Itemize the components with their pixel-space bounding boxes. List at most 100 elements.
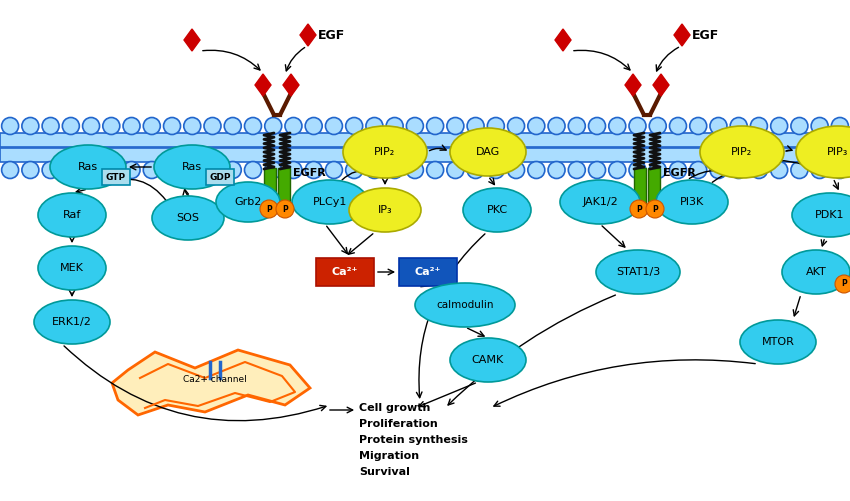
Circle shape <box>790 161 807 178</box>
Text: PIP₃: PIP₃ <box>827 147 848 157</box>
Circle shape <box>285 118 302 134</box>
Polygon shape <box>255 74 271 96</box>
Bar <box>0 148 850 162</box>
Circle shape <box>366 118 382 134</box>
Text: GDP: GDP <box>209 172 230 181</box>
Circle shape <box>811 161 828 178</box>
Circle shape <box>630 200 648 218</box>
Circle shape <box>366 161 382 178</box>
Circle shape <box>569 118 586 134</box>
Bar <box>102 169 130 185</box>
Circle shape <box>42 161 60 178</box>
Circle shape <box>689 118 706 134</box>
Circle shape <box>326 161 343 178</box>
Circle shape <box>811 118 828 134</box>
Ellipse shape <box>216 182 280 222</box>
Text: MTOR: MTOR <box>762 337 795 347</box>
Ellipse shape <box>292 180 368 224</box>
Circle shape <box>468 161 484 178</box>
Text: Proliferation: Proliferation <box>359 419 438 429</box>
Ellipse shape <box>50 145 126 189</box>
Circle shape <box>447 161 464 178</box>
Text: Protein synthesis: Protein synthesis <box>359 435 468 445</box>
Ellipse shape <box>415 283 515 327</box>
Circle shape <box>204 118 221 134</box>
Circle shape <box>62 161 79 178</box>
Circle shape <box>569 161 586 178</box>
Circle shape <box>163 161 180 178</box>
Circle shape <box>487 118 504 134</box>
Circle shape <box>285 161 302 178</box>
Circle shape <box>260 200 278 218</box>
Bar <box>648 168 660 206</box>
Circle shape <box>548 118 565 134</box>
Circle shape <box>649 161 666 178</box>
Text: DAG: DAG <box>476 147 500 157</box>
Text: PDK1: PDK1 <box>815 210 845 220</box>
Polygon shape <box>112 350 310 415</box>
Bar <box>264 168 276 206</box>
Circle shape <box>406 161 423 178</box>
Text: Cell growth: Cell growth <box>359 403 430 413</box>
Circle shape <box>264 118 281 134</box>
Circle shape <box>42 118 60 134</box>
Circle shape <box>123 161 140 178</box>
Polygon shape <box>653 74 669 96</box>
Circle shape <box>204 161 221 178</box>
Circle shape <box>751 161 768 178</box>
Circle shape <box>730 161 747 178</box>
Circle shape <box>427 118 444 134</box>
Text: P: P <box>266 204 272 213</box>
Bar <box>399 258 457 286</box>
Circle shape <box>689 161 706 178</box>
Circle shape <box>2 161 19 178</box>
Text: ERK1/2: ERK1/2 <box>52 317 92 327</box>
Text: EGFR: EGFR <box>293 168 326 178</box>
Text: P: P <box>282 204 288 213</box>
Circle shape <box>224 161 241 178</box>
Text: calmodulin: calmodulin <box>436 300 494 310</box>
Polygon shape <box>184 29 200 51</box>
Circle shape <box>184 118 201 134</box>
Ellipse shape <box>34 300 110 344</box>
Circle shape <box>144 118 161 134</box>
Circle shape <box>22 118 39 134</box>
Text: IP₃: IP₃ <box>377 205 393 215</box>
Text: P: P <box>636 204 642 213</box>
Circle shape <box>264 161 281 178</box>
Text: AKT: AKT <box>806 267 826 277</box>
Circle shape <box>609 161 626 178</box>
Circle shape <box>406 118 423 134</box>
Circle shape <box>305 161 322 178</box>
Circle shape <box>609 118 626 134</box>
Ellipse shape <box>450 128 526 176</box>
Circle shape <box>646 200 664 218</box>
Circle shape <box>326 118 343 134</box>
Text: Grb2: Grb2 <box>235 197 262 207</box>
Circle shape <box>184 161 201 178</box>
Ellipse shape <box>740 320 816 364</box>
Polygon shape <box>555 29 571 51</box>
Polygon shape <box>283 74 299 96</box>
Text: PI3K: PI3K <box>680 197 704 207</box>
Text: Survival: Survival <box>359 467 410 477</box>
Polygon shape <box>674 24 690 46</box>
Text: Ca²⁺: Ca²⁺ <box>332 267 358 277</box>
Text: PIP₂: PIP₂ <box>374 147 395 157</box>
Circle shape <box>82 118 99 134</box>
Circle shape <box>790 118 807 134</box>
Ellipse shape <box>560 180 640 224</box>
Ellipse shape <box>38 246 106 290</box>
Ellipse shape <box>152 196 224 240</box>
Circle shape <box>629 161 646 178</box>
Bar <box>0 133 850 147</box>
Ellipse shape <box>154 145 230 189</box>
Circle shape <box>771 118 788 134</box>
Text: EGF: EGF <box>692 29 719 42</box>
Circle shape <box>588 161 605 178</box>
Bar <box>634 168 646 206</box>
Circle shape <box>123 118 140 134</box>
Text: PIP₂: PIP₂ <box>731 147 752 157</box>
Text: EGFR: EGFR <box>663 168 696 178</box>
Text: Raf: Raf <box>63 210 82 220</box>
